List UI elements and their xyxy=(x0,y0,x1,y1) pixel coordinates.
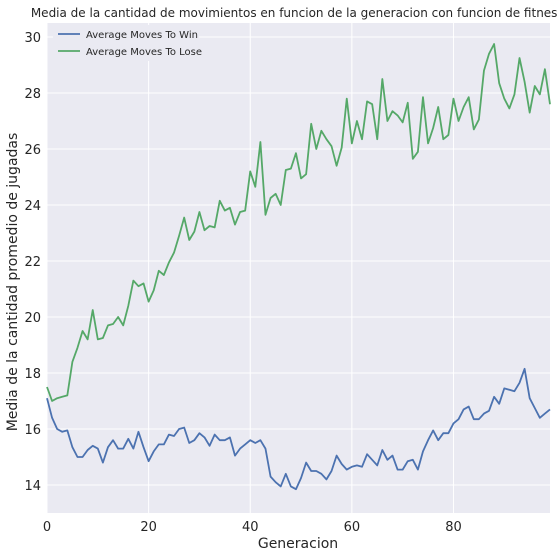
y-tick-label: 24 xyxy=(24,199,41,214)
chart-title: Media de la cantidad de movimientos en f… xyxy=(31,6,557,20)
legend: Average Moves To Win Average Moves To Lo… xyxy=(53,25,202,61)
y-tick-label: 28 xyxy=(24,87,41,102)
x-tick-label: 60 xyxy=(344,520,361,535)
y-axis-ticks: 14 16 18 20 22 24 26 28 30 xyxy=(24,31,41,494)
series-line-moves-to-lose xyxy=(46,43,551,402)
y-axis-label: Media de la cantidad promedio de jugadas xyxy=(5,133,21,432)
x-tick-label: 40 xyxy=(242,520,259,535)
legend-label-lose: Average Moves To Lose xyxy=(86,47,202,58)
series-line-moves-to-win xyxy=(46,367,551,491)
x-tick-label: 0 xyxy=(43,520,51,535)
y-tick-label: 14 xyxy=(24,479,41,494)
x-axis-label: Generacion xyxy=(258,536,338,552)
y-tick-label: 18 xyxy=(24,367,41,382)
x-tick-label: 80 xyxy=(445,520,462,535)
y-tick-label: 16 xyxy=(24,423,41,438)
legend-box xyxy=(53,25,199,61)
plot-background xyxy=(47,23,550,513)
y-tick-label: 30 xyxy=(24,31,41,46)
y-tick-label: 26 xyxy=(24,143,41,158)
y-tick-label: 20 xyxy=(24,311,41,326)
y-tick-label: 22 xyxy=(24,255,41,270)
series-layer xyxy=(46,43,551,491)
x-axis-ticks: 0 20 40 60 80 xyxy=(43,520,462,535)
x-tick-label: 20 xyxy=(140,520,157,535)
legend-label-win: Average Moves To Win xyxy=(86,30,198,41)
